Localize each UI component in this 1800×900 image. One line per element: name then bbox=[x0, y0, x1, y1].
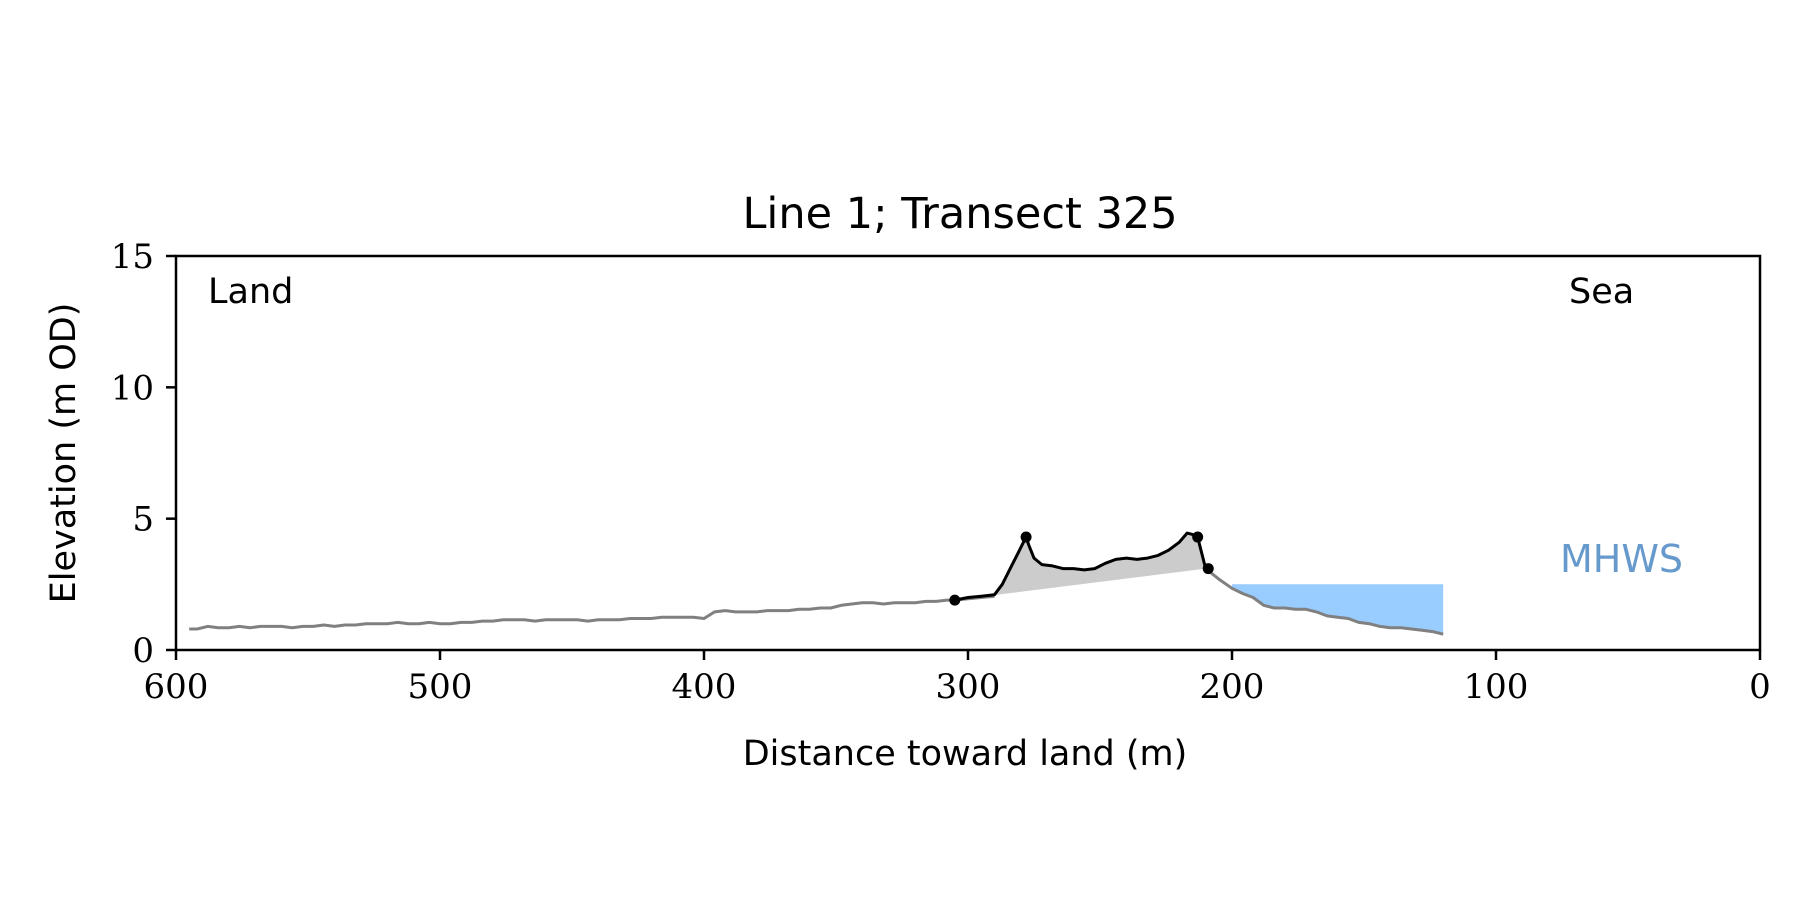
y-tick-label: 0 bbox=[132, 631, 154, 671]
land-label: Land bbox=[208, 272, 293, 312]
dune-marker bbox=[1192, 531, 1204, 543]
x-tick-label: 600 bbox=[144, 667, 209, 707]
dune-marker bbox=[949, 594, 961, 606]
dune-profile-line bbox=[954, 531, 1208, 602]
dune-marker bbox=[1020, 531, 1032, 543]
x-axis: 600 500 400 300 200 100 0 bbox=[144, 650, 1771, 707]
dune-marker bbox=[1202, 563, 1214, 575]
chart-title: Line 1; Transect 325 bbox=[742, 189, 1177, 239]
y-axis-label: Elevation (m OD) bbox=[44, 303, 84, 604]
x-tick-label: 100 bbox=[1464, 667, 1529, 707]
mhws-label: MHWS bbox=[1560, 537, 1683, 581]
x-tick-label: 300 bbox=[936, 667, 1001, 707]
x-tick-label: 400 bbox=[672, 667, 737, 707]
y-tick-label: 10 bbox=[111, 368, 154, 408]
y-tick-label: 15 bbox=[111, 237, 154, 277]
plot-area bbox=[189, 531, 1444, 636]
x-tick-label: 0 bbox=[1749, 667, 1771, 707]
y-axis: 0 5 10 15 bbox=[111, 237, 176, 671]
sea-label: Sea bbox=[1569, 272, 1634, 312]
x-tick-label: 500 bbox=[408, 667, 473, 707]
plot-frame bbox=[174, 254, 1762, 652]
x-axis-label: Distance toward land (m) bbox=[743, 734, 1188, 774]
mhws-water-fill bbox=[1232, 584, 1444, 635]
x-tick-label: 200 bbox=[1200, 667, 1265, 707]
y-tick-label: 5 bbox=[132, 500, 154, 540]
profile-line-landward bbox=[189, 594, 995, 631]
profile-line-seaward bbox=[1204, 567, 1444, 636]
dune-fill bbox=[954, 533, 1206, 601]
